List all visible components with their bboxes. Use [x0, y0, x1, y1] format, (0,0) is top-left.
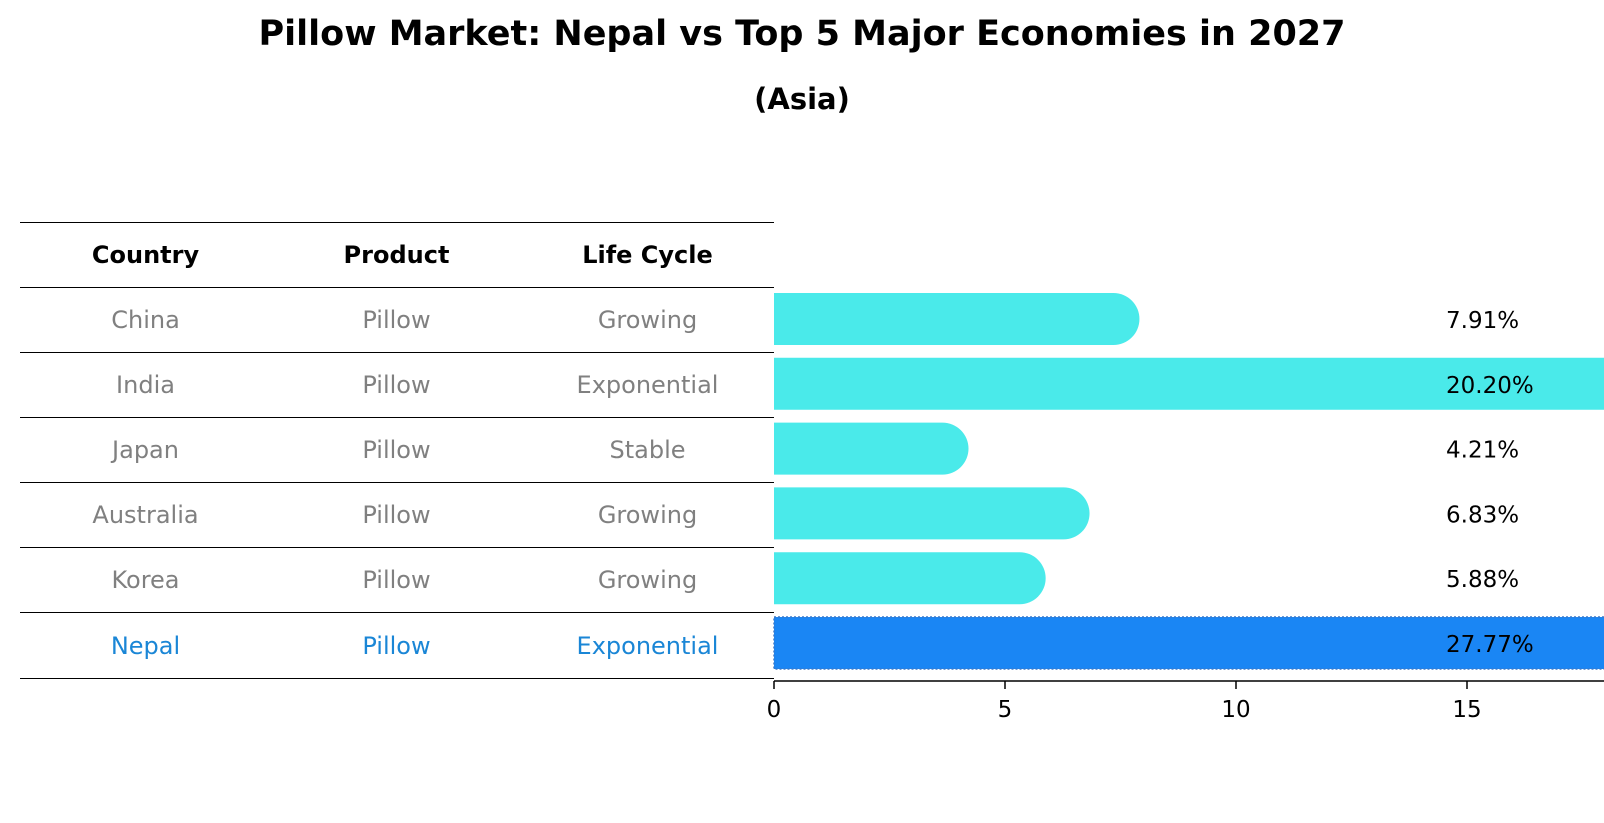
cell-life-cycle: Exponential	[576, 371, 719, 399]
x-tick-label: 15	[1452, 697, 1481, 723]
value-label-korea: 5.88%	[1446, 567, 1519, 593]
cell-country: China	[111, 306, 180, 334]
table-row: China Pillow Growing	[20, 287, 774, 352]
header-product: Product	[343, 241, 450, 269]
x-tick-label: 10	[1221, 697, 1250, 723]
chart-title: Pillow Market: Nepal vs Top 5 Major Econ…	[258, 14, 1346, 54]
value-label-india: 20.20%	[1446, 373, 1534, 399]
cell-life-cycle: Exponential	[576, 631, 719, 660]
bar-australia	[774, 487, 1090, 540]
table-row: Japan Pillow Stable	[20, 417, 774, 482]
country-table: Country Product Life Cycle China Pillow …	[20, 222, 774, 679]
bar-nepal	[773, 616, 1604, 670]
cell-life-cycle: Growing	[597, 501, 698, 529]
table-row: Australia Pillow Growing	[20, 482, 774, 547]
cell-life-cycle: Stable	[609, 436, 686, 464]
table-row-highlight: Nepal Pillow Exponential	[20, 612, 774, 679]
cell-country: Japan	[112, 436, 179, 464]
table-row: India Pillow Exponential	[20, 352, 774, 417]
cell-country: Nepal	[110, 631, 181, 660]
cell-life-cycle: Growing	[597, 306, 698, 334]
cell-country: Australia	[92, 501, 199, 529]
header-country: Country	[91, 241, 200, 269]
cell-product: Pillow	[362, 306, 431, 334]
cell-life-cycle: Growing	[597, 566, 698, 594]
x-tick-label: 0	[767, 697, 782, 723]
value-label-japan: 4.21%	[1446, 438, 1519, 464]
cell-product: Pillow	[362, 436, 431, 464]
value-label-nepal: 27.77%	[1446, 632, 1534, 658]
cell-product: Pillow	[362, 566, 431, 594]
bar-korea	[774, 552, 1046, 605]
cell-country: Korea	[111, 566, 180, 594]
bar-china	[774, 293, 1140, 345]
table-row: Korea Pillow Growing	[20, 547, 774, 612]
table-header-row: Country Product Life Cycle	[20, 222, 774, 287]
cell-product: Pillow	[362, 501, 431, 529]
bar-japan	[774, 422, 969, 475]
value-label-australia: 6.83%	[1446, 502, 1519, 528]
bar-india	[774, 357, 1604, 410]
value-label-china: 7.91%	[1446, 308, 1519, 334]
chart-subtitle: (Asia)	[754, 82, 850, 116]
x-tick-label: 5	[998, 697, 1013, 723]
cell-product: Pillow	[362, 631, 431, 660]
cell-country: India	[116, 371, 175, 399]
header-life-cycle: Life Cycle	[582, 241, 713, 269]
cell-product: Pillow	[362, 371, 431, 399]
